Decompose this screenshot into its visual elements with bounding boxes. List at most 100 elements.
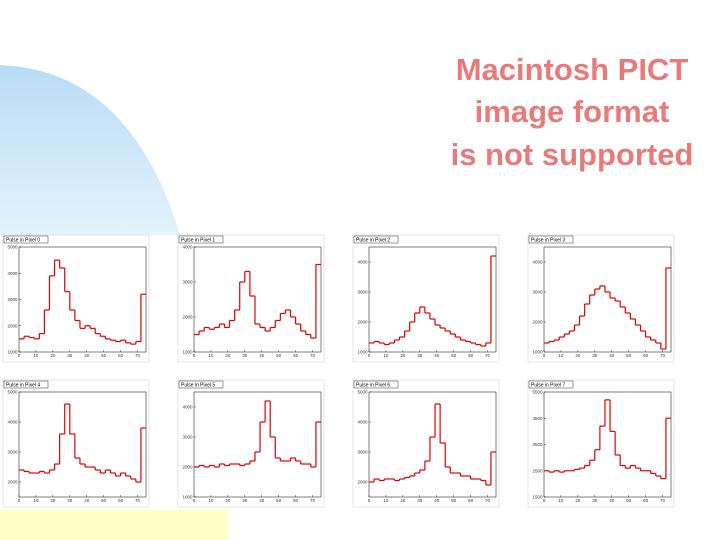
chart-title: Pulse in Pixel 2 — [356, 237, 390, 243]
y-tick-label: 4000 — [357, 420, 368, 425]
x-tick-label: 60 — [643, 498, 649, 503]
y-tick-label: 4500 — [532, 416, 543, 421]
chart-title: Pulse in Pixel 3 — [531, 237, 565, 243]
y-tick-label: 5000 — [357, 390, 368, 395]
panel — [352, 379, 500, 508]
y-tick-label: 4000 — [182, 245, 193, 250]
y-tick-label: 3000 — [357, 290, 368, 295]
title-box — [178, 380, 224, 389]
x-tick-label: 60 — [468, 498, 474, 503]
placeholder-text: is not supported — [451, 137, 694, 172]
x-tick-label: 40 — [434, 498, 440, 503]
x-tick-label: 50 — [101, 498, 107, 503]
plot-frame — [543, 246, 672, 353]
y-tick-label: 2000 — [357, 320, 368, 325]
x-tick-label: 40 — [434, 353, 440, 358]
panel — [177, 234, 325, 363]
x-tick-label: 30 — [242, 353, 248, 358]
chart-title: Pulse in Pixel 4 — [6, 382, 40, 388]
panel — [2, 379, 150, 508]
y-tick-label: 2500 — [532, 468, 543, 473]
x-tick-label: 70 — [485, 353, 491, 358]
chart-title: Pulse in Pixel 1 — [181, 237, 215, 243]
y-tick-label: 1000 — [182, 495, 193, 500]
plot-frame — [193, 391, 322, 498]
x-tick-label: 40 — [259, 498, 265, 503]
x-tick-label: 30 — [417, 498, 423, 503]
x-tick-label: 60 — [643, 353, 649, 358]
decor-band — [0, 510, 228, 540]
x-tick-label: 70 — [485, 498, 491, 503]
chart-title: Pulse in Pixel 0 — [6, 237, 40, 243]
y-tick-label: 5000 — [7, 245, 18, 250]
x-tick-label: 30 — [592, 353, 598, 358]
x-tick-label: 20 — [225, 498, 231, 503]
decor-shape — [0, 65, 180, 235]
x-tick-label: 10 — [383, 498, 389, 503]
x-tick-label: 20 — [575, 498, 581, 503]
x-tick-label: 20 — [575, 353, 581, 358]
y-tick-label: 4000 — [7, 271, 18, 276]
panel — [177, 379, 325, 508]
title-box — [528, 380, 574, 389]
y-tick-label: 3500 — [532, 442, 543, 447]
x-tick-label: 40 — [84, 353, 90, 358]
placeholder-text: Macintosh PICT — [456, 52, 689, 87]
panel — [2, 234, 150, 363]
x-tick-label: 50 — [626, 353, 632, 358]
plot-frame — [368, 246, 497, 353]
y-tick-label: 4000 — [7, 420, 18, 425]
y-tick-label: 2000 — [357, 480, 368, 485]
y-tick-label: 2000 — [532, 320, 543, 325]
y-tick-label: 3000 — [7, 297, 18, 302]
y-tick-label: 1000 — [7, 350, 18, 355]
title-box — [353, 235, 399, 244]
y-tick-label: 3000 — [182, 435, 193, 440]
y-tick-label: 5500 — [532, 390, 543, 395]
x-tick-label: 60 — [293, 498, 299, 503]
x-tick-label: 0 — [543, 498, 546, 503]
x-tick-label: 70 — [660, 353, 666, 358]
x-tick-label: 30 — [242, 498, 248, 503]
x-tick-label: 40 — [609, 353, 615, 358]
placeholder-text: image format — [475, 94, 670, 129]
y-tick-label: 4000 — [532, 260, 543, 265]
x-tick-label: 50 — [451, 353, 457, 358]
x-tick-label: 20 — [50, 353, 56, 358]
y-tick-label: 2000 — [7, 480, 18, 485]
x-tick-label: 0 — [368, 498, 371, 503]
x-tick-label: 10 — [208, 498, 214, 503]
x-tick-label: 0 — [18, 353, 21, 358]
x-tick-label: 10 — [558, 353, 564, 358]
plot-frame — [18, 391, 147, 498]
y-tick-label: 5000 — [7, 390, 18, 395]
x-tick-label: 70 — [135, 498, 141, 503]
x-tick-label: 30 — [592, 498, 598, 503]
x-tick-label: 0 — [368, 353, 371, 358]
y-tick-label: 4000 — [357, 260, 368, 265]
title-box — [353, 380, 399, 389]
plot-frame — [368, 391, 497, 498]
x-tick-label: 10 — [558, 498, 564, 503]
x-tick-label: 70 — [660, 498, 666, 503]
x-tick-label: 0 — [18, 498, 21, 503]
x-tick-label: 30 — [67, 353, 73, 358]
y-tick-label: 1000 — [357, 350, 368, 355]
chart-title: Pulse in Pixel 6 — [356, 382, 390, 388]
x-tick-label: 50 — [451, 498, 457, 503]
y-tick-label: 4000 — [182, 405, 193, 410]
y-tick-label: 2000 — [182, 465, 193, 470]
x-tick-label: 10 — [208, 353, 214, 358]
x-tick-label: 20 — [50, 498, 56, 503]
y-tick-label: 2000 — [182, 315, 193, 320]
title-box — [3, 235, 49, 244]
y-tick-label: 1000 — [532, 350, 543, 355]
x-tick-label: 70 — [310, 353, 316, 358]
x-tick-label: 40 — [609, 498, 615, 503]
x-tick-label: 10 — [33, 353, 39, 358]
x-tick-label: 30 — [67, 498, 73, 503]
x-tick-label: 60 — [468, 353, 474, 358]
x-tick-label: 40 — [84, 498, 90, 503]
